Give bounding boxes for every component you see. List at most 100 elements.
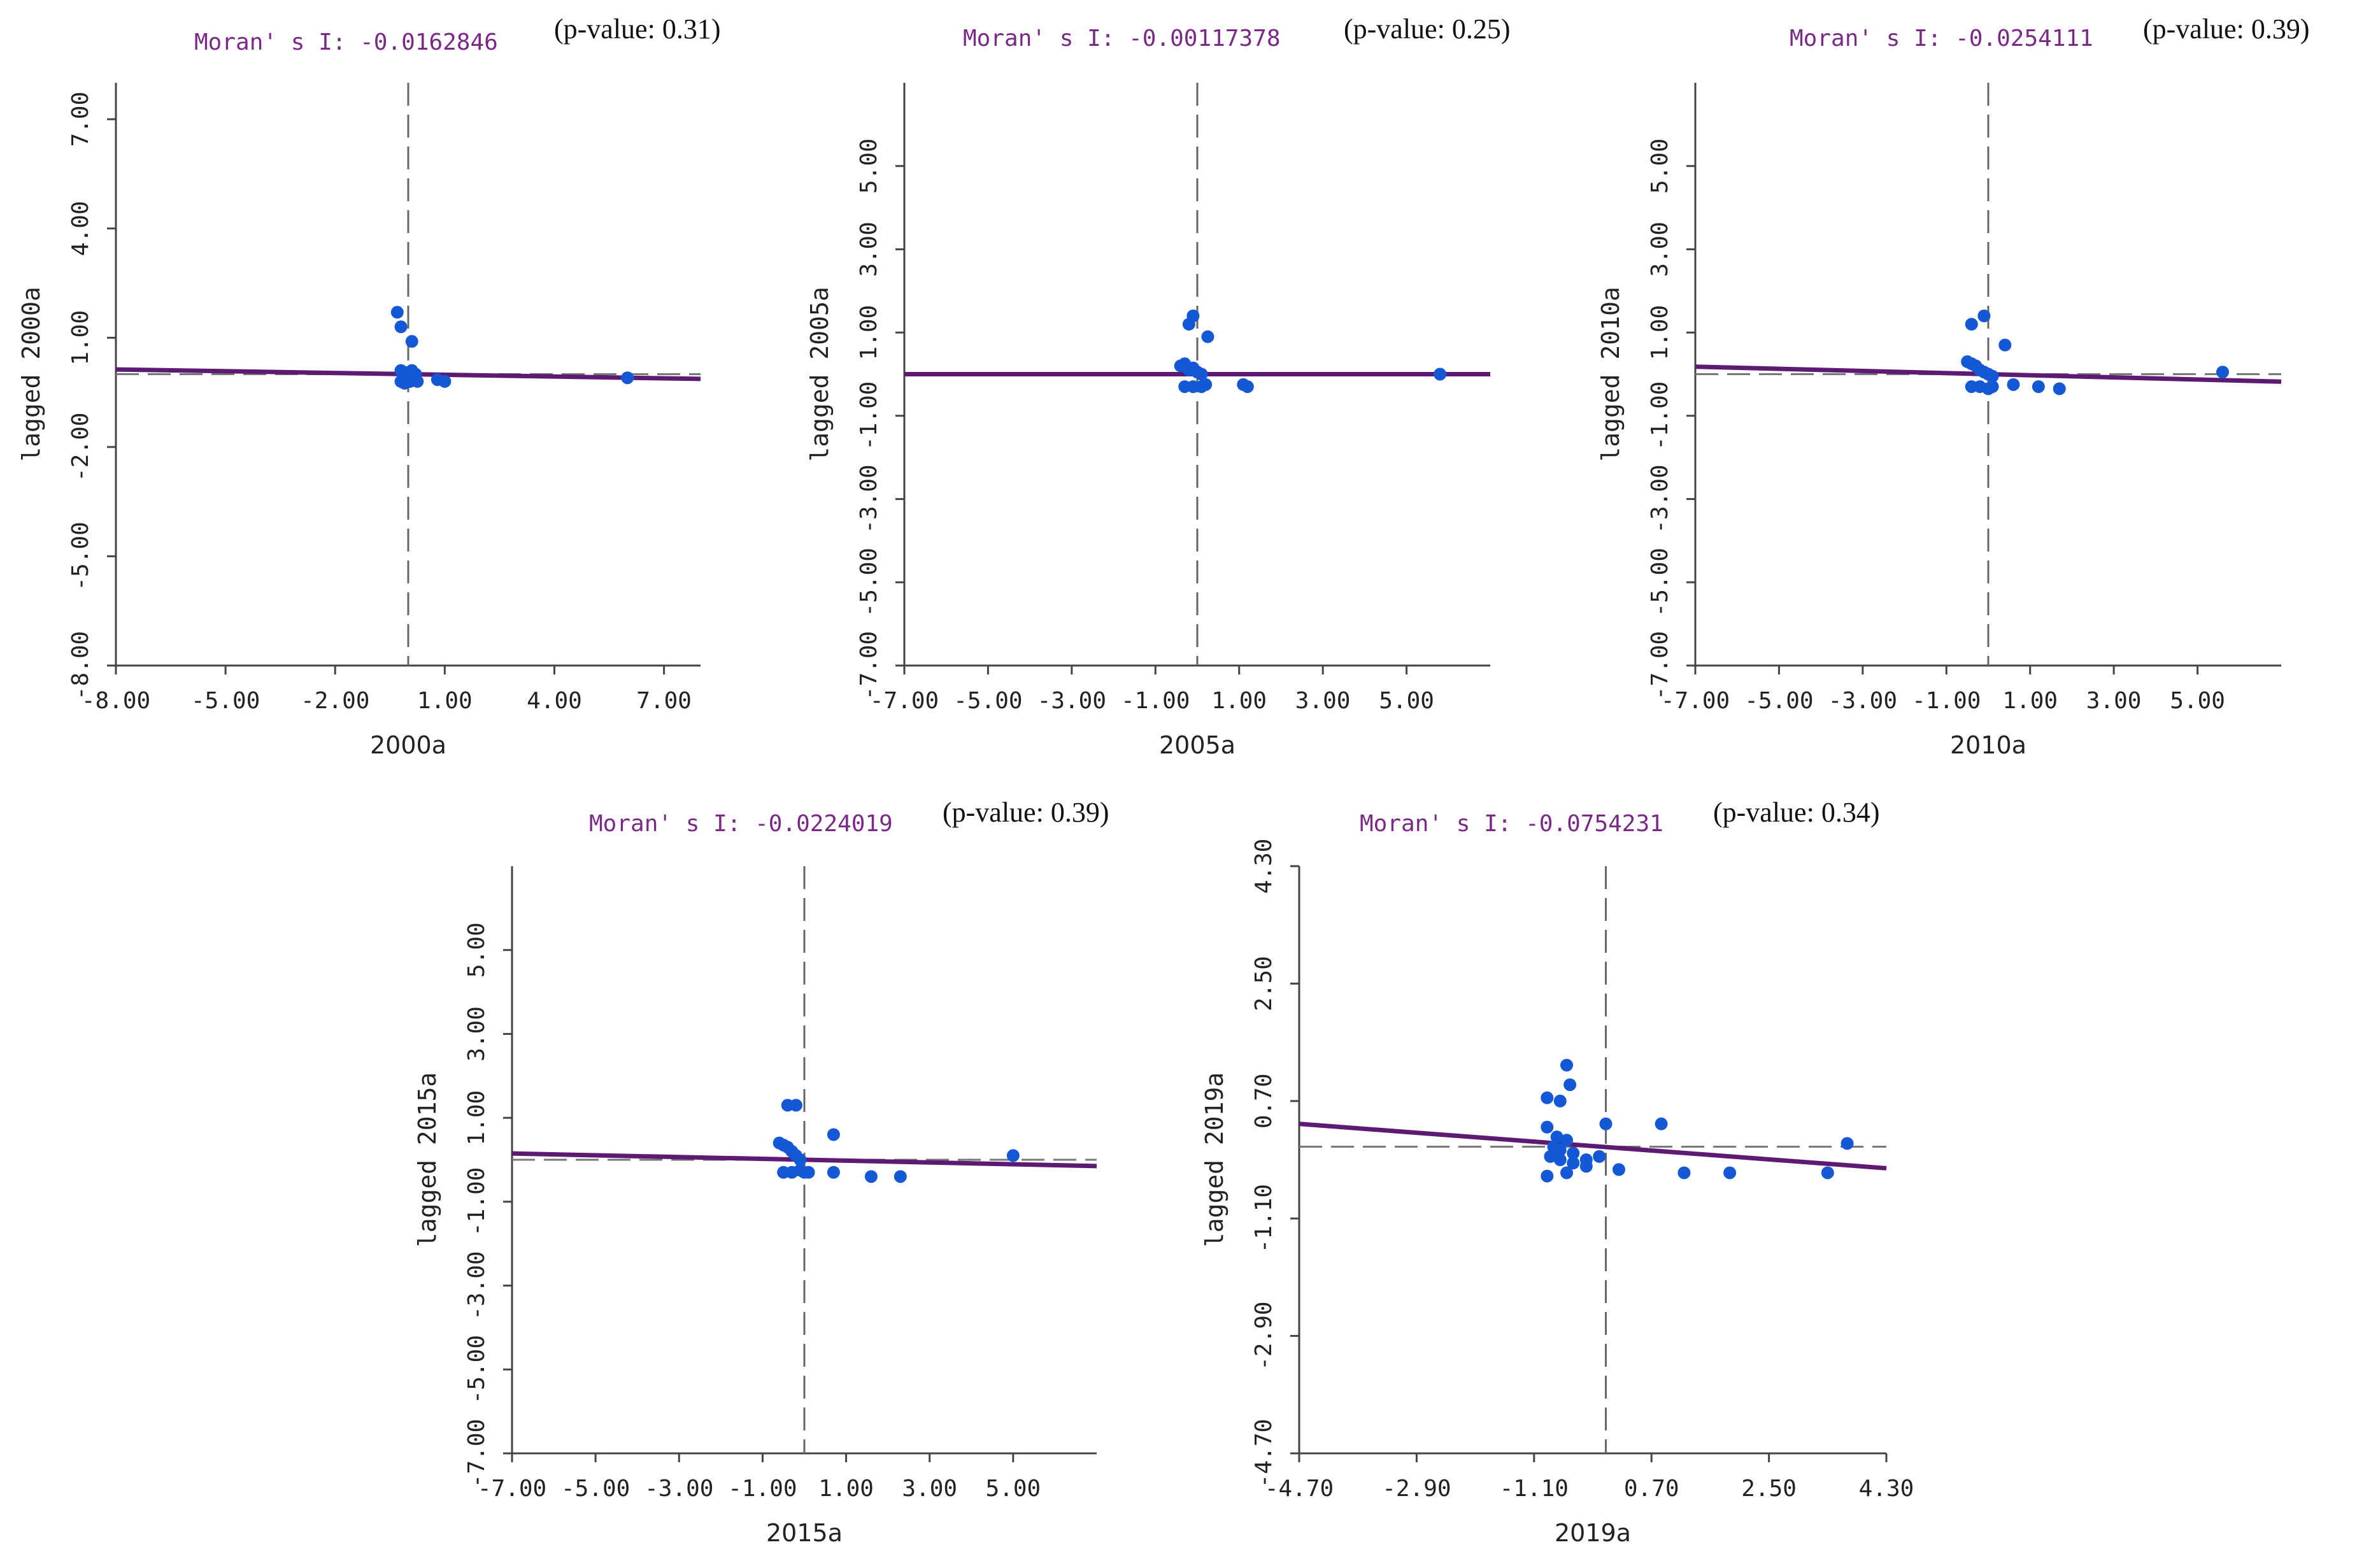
x-tick-label: -7.00 bbox=[870, 688, 939, 714]
morans-i-label: Moran' s I: -0.0754231 bbox=[1360, 811, 1663, 837]
y-tick-label: 4.30 bbox=[1251, 839, 1277, 894]
y-tick-label: -4.70 bbox=[1251, 1419, 1277, 1488]
data-point bbox=[2216, 366, 2229, 379]
data-point bbox=[1579, 1160, 1593, 1173]
x-axis-label: 2000a bbox=[370, 731, 446, 759]
x-tick-label: -3.00 bbox=[1828, 688, 1897, 714]
y-tick-label: -1.00 bbox=[856, 381, 882, 450]
y-tick-label: 5.00 bbox=[1647, 138, 1673, 194]
data-point bbox=[1612, 1163, 1625, 1176]
morans-i-label: Moran' s I: -0.0162846 bbox=[194, 29, 498, 55]
data-point bbox=[1593, 1150, 1606, 1163]
x-tick-label: 1.00 bbox=[818, 1476, 874, 1502]
y-tick-label: -1.00 bbox=[1647, 381, 1673, 450]
data-point bbox=[1553, 1143, 1567, 1157]
data-point bbox=[1567, 1146, 1580, 1160]
y-tick-label: -3.00 bbox=[856, 464, 882, 533]
x-tick-label: -5.00 bbox=[191, 688, 260, 714]
morans-i-label: Moran' s I: -0.0254111 bbox=[1790, 25, 2093, 52]
x-tick-label: -7.00 bbox=[478, 1476, 546, 1502]
data-point bbox=[789, 1099, 802, 1112]
data-point bbox=[1541, 1091, 1554, 1104]
y-tick-label: 3.00 bbox=[464, 1006, 490, 1062]
y-tick-label: 5.00 bbox=[464, 922, 490, 978]
data-point bbox=[794, 1153, 807, 1166]
x-tick-label: -5.00 bbox=[1744, 688, 1813, 714]
morans-i-label: Moran' s I: -0.0224019 bbox=[589, 811, 893, 837]
x-tick-label: 3.00 bbox=[902, 1476, 957, 1502]
x-axis-label: 2015a bbox=[766, 1519, 843, 1547]
x-tick-label: 5.00 bbox=[986, 1476, 1041, 1502]
moran-plot-2015: Moran' s I: -0.0224019 (p-value: 0.39) 2… bbox=[413, 797, 1109, 1547]
data-point bbox=[1821, 1166, 1834, 1180]
x-tick-label: 5.00 bbox=[1379, 688, 1434, 714]
y-tick-label: 2.50 bbox=[1251, 956, 1277, 1011]
x-tick-label: -8.00 bbox=[82, 688, 150, 714]
data-point bbox=[2053, 382, 2066, 396]
data-point bbox=[1553, 1094, 1567, 1108]
x-tick-label: 4.00 bbox=[527, 688, 582, 714]
moran-plot-2000: Moran' s I: -0.0162846 (p-value: 0.31) 2… bbox=[17, 13, 720, 759]
data-point bbox=[1195, 367, 1208, 381]
x-axis-label: 2010a bbox=[1950, 731, 2026, 759]
x-tick-label: -7.00 bbox=[1661, 688, 1730, 714]
data-point bbox=[1986, 380, 1999, 394]
y-axis-label: lagged 2000a bbox=[17, 287, 45, 462]
p-value-label: (p-value: 0.31) bbox=[554, 13, 720, 45]
y-tick-label: -2.90 bbox=[1251, 1301, 1277, 1370]
data-point bbox=[827, 1128, 840, 1141]
p-value-label: (p-value: 0.25) bbox=[1344, 13, 1510, 45]
moran-plot-2019: Moran' s I: -0.0754231 (p-value: 0.34) 2… bbox=[1200, 797, 1914, 1547]
x-tick-label: 1.00 bbox=[1211, 688, 1267, 714]
p-value-label: (p-value: 0.39) bbox=[2143, 13, 2309, 45]
y-tick-label: 1.00 bbox=[68, 310, 94, 366]
x-tick-label: 5.00 bbox=[2170, 688, 2225, 714]
data-point bbox=[1241, 380, 1254, 394]
x-tick-label: 1.00 bbox=[417, 688, 473, 714]
x-tick-label: -3.00 bbox=[1037, 688, 1106, 714]
x-tick-label: -1.00 bbox=[1912, 688, 1981, 714]
data-point bbox=[864, 1170, 878, 1183]
x-tick-label: -3.00 bbox=[644, 1476, 713, 1502]
y-tick-label: 1.00 bbox=[1647, 305, 1673, 360]
y-tick-label: -8.00 bbox=[68, 631, 94, 700]
regression-line bbox=[1299, 1122, 1887, 1171]
y-tick-label: -7.00 bbox=[464, 1419, 490, 1488]
y-tick-label: -7.00 bbox=[1647, 631, 1673, 700]
x-tick-label: -2.90 bbox=[1382, 1476, 1451, 1502]
data-point bbox=[2007, 378, 2020, 391]
data-point bbox=[1201, 330, 1214, 343]
data-point bbox=[1677, 1166, 1691, 1180]
data-point bbox=[802, 1165, 815, 1179]
data-point bbox=[621, 371, 634, 385]
x-tick-label: -5.00 bbox=[953, 688, 1022, 714]
data-point bbox=[1541, 1120, 1554, 1134]
y-tick-label: 0.70 bbox=[1251, 1073, 1277, 1129]
data-point bbox=[1550, 1130, 1563, 1144]
x-tick-label: -4.70 bbox=[1265, 1476, 1334, 1502]
data-point bbox=[1723, 1166, 1737, 1180]
data-point bbox=[1841, 1137, 1854, 1150]
data-point bbox=[405, 335, 418, 348]
y-tick-label: -5.00 bbox=[68, 522, 94, 590]
morans-i-label: Moran' s I: -0.00117378 bbox=[963, 25, 1281, 52]
data-point bbox=[894, 1170, 907, 1183]
p-value-label: (p-value: 0.39) bbox=[943, 797, 1109, 828]
y-tick-label: -5.00 bbox=[464, 1335, 490, 1404]
data-point bbox=[438, 374, 452, 388]
data-point bbox=[1655, 1117, 1668, 1130]
moran-plot-2010: Moran' s I: -0.0254111 (p-value: 0.39) 2… bbox=[1597, 13, 2309, 759]
p-value-label: (p-value: 0.34) bbox=[1713, 797, 1879, 828]
data-point bbox=[1977, 310, 1991, 322]
data-point bbox=[1006, 1149, 1020, 1162]
y-axis-label: lagged 2010a bbox=[1597, 287, 1625, 462]
data-point bbox=[1998, 338, 2012, 352]
x-tick-label: 7.00 bbox=[636, 688, 692, 714]
y-tick-label: -3.00 bbox=[1647, 464, 1673, 533]
data-point bbox=[1186, 310, 1200, 322]
data-point bbox=[2032, 380, 2045, 394]
x-tick-label: 2.50 bbox=[1741, 1476, 1797, 1502]
data-point bbox=[390, 306, 404, 319]
y-tick-label: 3.00 bbox=[856, 222, 882, 277]
